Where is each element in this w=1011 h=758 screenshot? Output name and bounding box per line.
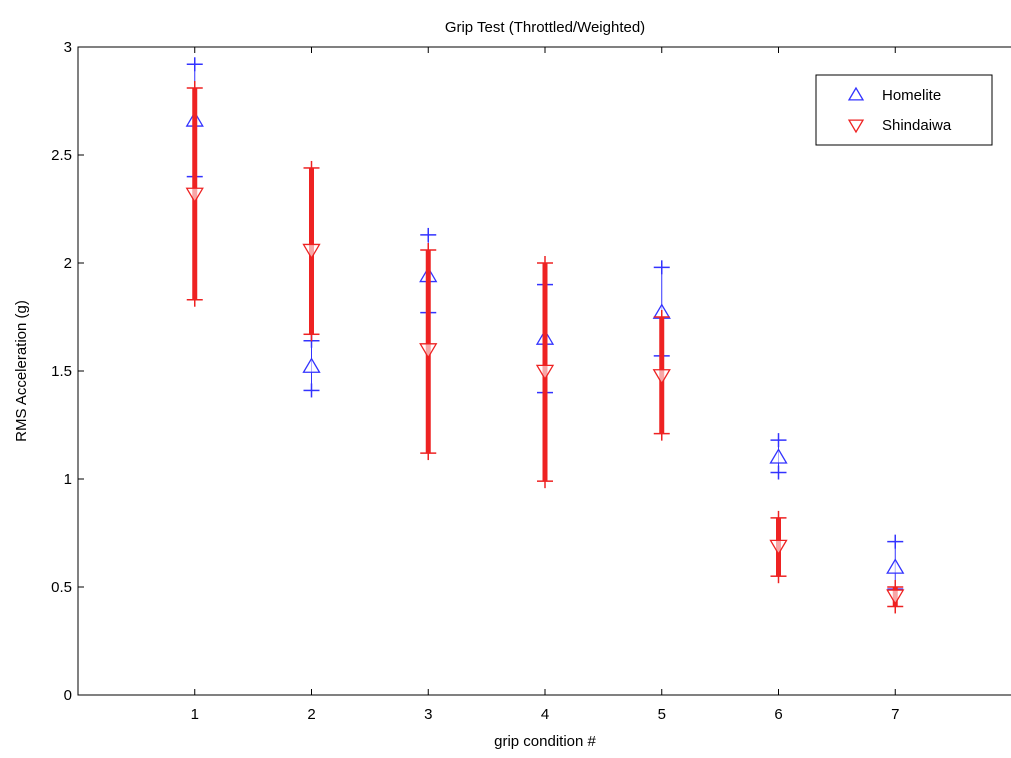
x-tick-label: 3 xyxy=(424,706,432,723)
legend-label: Homelite xyxy=(882,87,941,104)
data-point-triangle-down xyxy=(535,364,555,381)
data-point-triangle-up xyxy=(302,357,321,373)
data-point-triangle-up xyxy=(769,448,788,464)
data-point-triangle-down xyxy=(419,343,438,359)
y-tick-label: 2 xyxy=(64,255,72,272)
x-tick-label: 6 xyxy=(774,706,782,723)
series-layer xyxy=(185,57,905,614)
chart-title: Grip Test (Throttled/Weighted) xyxy=(445,19,645,36)
x-tick-label: 4 xyxy=(541,706,549,723)
legend: Homelite Shindaiwa xyxy=(815,74,993,146)
y-tick-label: 1.5 xyxy=(51,363,72,380)
legend-marker-triangle-down xyxy=(847,119,865,134)
data-point-triangle-up xyxy=(886,558,905,574)
legend-box xyxy=(815,74,993,146)
legend-label: Shindaiwa xyxy=(882,117,952,134)
x-tick-label: 7 xyxy=(891,706,899,723)
x-axis-ticks: 1 2 3 4 5 6 7 xyxy=(191,47,899,723)
y-tick-label: 1 xyxy=(64,471,72,488)
x-tick-label: 5 xyxy=(658,706,666,723)
data-point-triangle-down xyxy=(886,589,905,605)
x-tick-label: 2 xyxy=(307,706,315,723)
data-point-triangle-down xyxy=(302,243,321,260)
data-point-triangle-down xyxy=(769,539,788,556)
data-point-triangle-down xyxy=(652,369,671,385)
y-axis-label: RMS Acceleration (g) xyxy=(13,300,30,442)
y-tick-label: 0 xyxy=(64,687,72,704)
data-point-triangle-down xyxy=(185,187,204,204)
y-tick-label: 2.5 xyxy=(51,147,72,164)
x-axis-label: grip condition # xyxy=(494,733,596,750)
y-axis-ticks: 0 0.5 1 1.5 2 2.5 3 xyxy=(51,39,84,704)
y-tick-label: 0.5 xyxy=(51,579,72,596)
y-tick-label: 3 xyxy=(64,39,72,56)
x-tick-label: 1 xyxy=(191,706,199,723)
legend-marker-triangle-up xyxy=(847,86,865,101)
